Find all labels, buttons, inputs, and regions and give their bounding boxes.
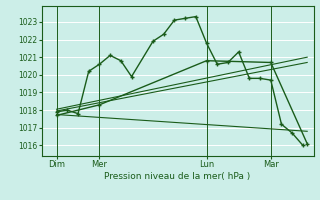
X-axis label: Pression niveau de la mer( hPa ): Pression niveau de la mer( hPa ) bbox=[104, 172, 251, 181]
